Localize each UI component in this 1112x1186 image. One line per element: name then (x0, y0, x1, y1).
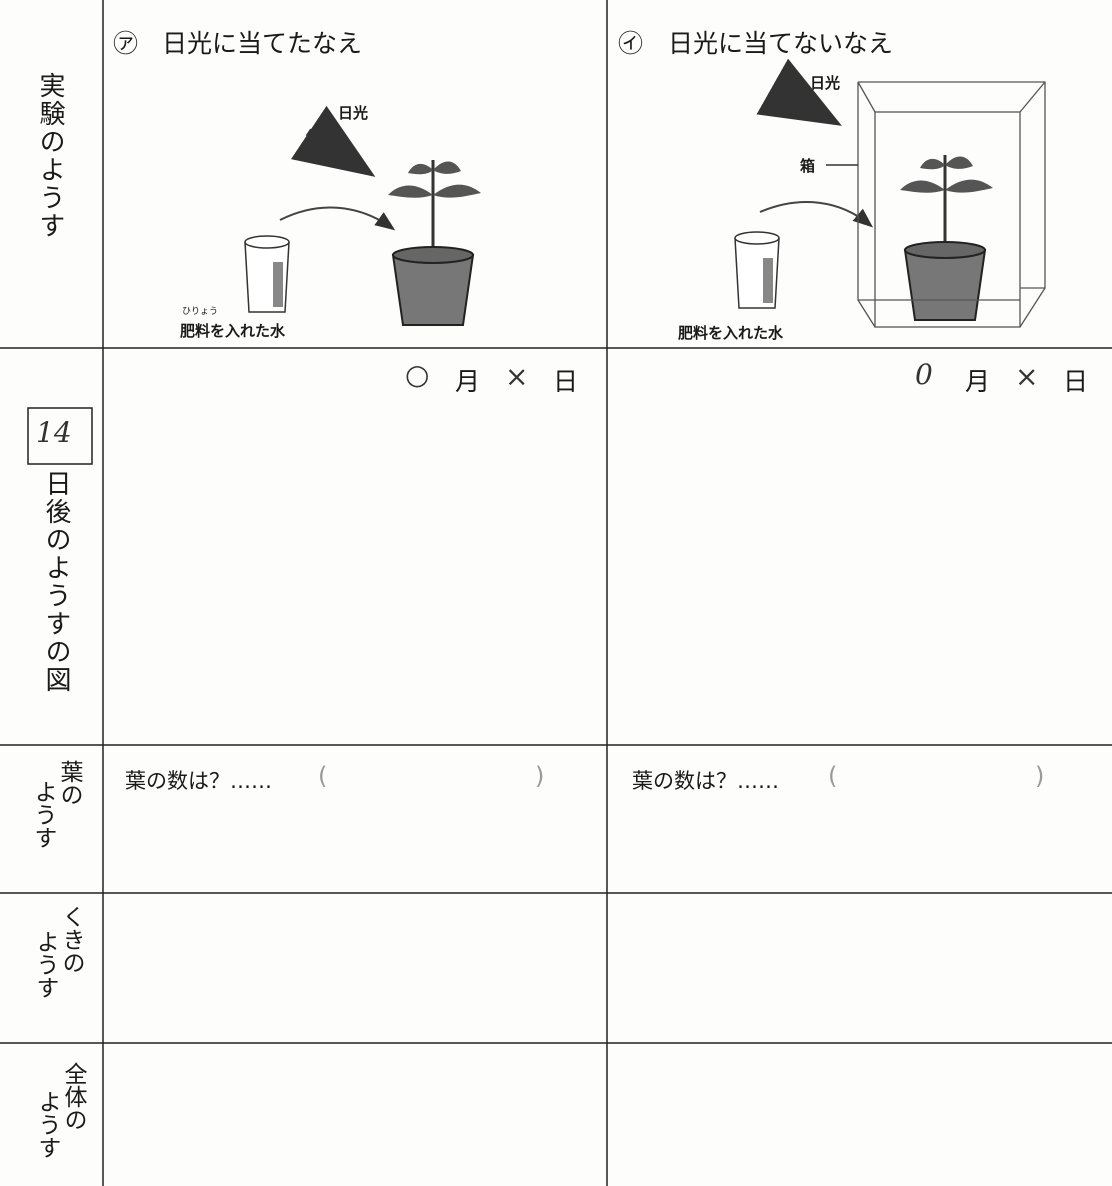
date-unit: 月 (965, 367, 991, 396)
row-label: 実験のようす (35, 72, 65, 240)
box-label: 箱 (800, 157, 816, 175)
paren: ( (828, 762, 838, 790)
column-title: 日光に当てないなえ (668, 29, 894, 58)
ruby: ひりょう (182, 307, 219, 317)
row-label: くきの (58, 905, 84, 974)
date-unit: 日 (1063, 367, 1089, 396)
date-mark: 0 (915, 358, 933, 391)
sunlight-label: 日光 (338, 104, 369, 122)
sunlight-label: 日光 (810, 74, 841, 92)
cup (734, 231, 780, 309)
sun-arrow (290, 105, 376, 177)
water-arrow (759, 201, 874, 228)
water-arrow (279, 206, 396, 231)
illustration-b (734, 58, 1046, 328)
box (857, 81, 1046, 328)
date-unit: 月 (455, 367, 481, 396)
row-label: 葉の (56, 760, 82, 806)
caption: 肥料を入れた水 (180, 322, 286, 340)
date-mark: ○ (405, 358, 430, 391)
paren: ) (535, 762, 545, 790)
plant (898, 153, 995, 322)
number-box (27, 407, 93, 465)
leaf-prompt: 葉の数は？…… (632, 769, 779, 793)
paren: ) (1035, 762, 1045, 790)
date-mark: × (1015, 360, 1039, 393)
illustration-a (244, 105, 483, 327)
paren: ( (318, 762, 328, 790)
cup (244, 235, 290, 313)
column-marker: ㋑ (618, 29, 644, 58)
column-marker: ㋐ (113, 29, 139, 58)
row-label: ようす (30, 780, 56, 849)
sun-arrow (756, 58, 842, 126)
leaf-prompt: 葉の数は？…… (125, 769, 272, 793)
row-label: 全体の (60, 1062, 86, 1131)
column-title: 日光に当てたなえ (162, 29, 363, 58)
date-mark: × (505, 360, 529, 393)
row-label: 日後のようすの図 (41, 470, 71, 694)
row-number: 14 (36, 416, 72, 449)
caption: 肥料を入れた水 (678, 324, 784, 342)
date-unit: 日 (553, 367, 579, 396)
row-label: ようす (34, 1090, 60, 1159)
plant (386, 158, 483, 327)
row-label: ようす (32, 930, 58, 999)
